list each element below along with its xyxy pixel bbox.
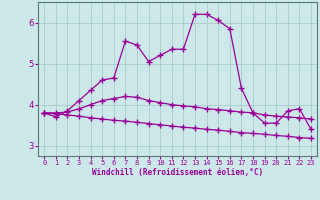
X-axis label: Windchill (Refroidissement éolien,°C): Windchill (Refroidissement éolien,°C) — [92, 168, 263, 177]
